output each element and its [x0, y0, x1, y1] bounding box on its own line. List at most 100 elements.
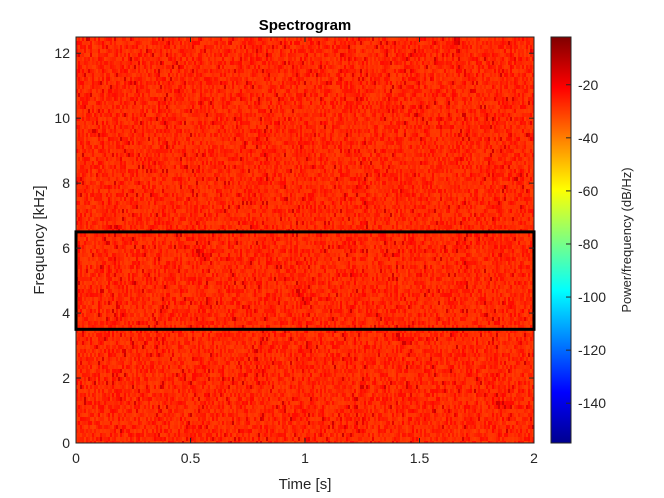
heatmap-cell	[78, 313, 80, 317]
heatmap-cell	[94, 209, 96, 213]
heatmap-cell	[126, 265, 128, 269]
heatmap-cell	[126, 381, 128, 385]
heatmap-cell	[98, 237, 100, 241]
heatmap-cell	[146, 357, 148, 361]
heatmap-cell	[88, 257, 90, 261]
heatmap-cell	[170, 65, 172, 69]
heatmap-cell	[160, 105, 162, 109]
heatmap-cell	[130, 393, 132, 397]
heatmap-cell	[108, 125, 110, 129]
heatmap-cell	[118, 393, 120, 397]
heatmap-cell	[158, 425, 160, 429]
heatmap-cell	[96, 361, 98, 365]
heatmap-cell	[134, 313, 136, 317]
heatmap-cell	[162, 45, 164, 49]
heatmap-cell	[100, 41, 102, 45]
heatmap-cell	[96, 433, 98, 437]
heatmap-cell	[170, 137, 172, 141]
heatmap-cell	[78, 69, 80, 73]
heatmap-cell	[164, 269, 166, 273]
heatmap-cell	[98, 405, 100, 409]
heatmap-cell	[142, 89, 144, 93]
heatmap-cell	[140, 241, 142, 245]
heatmap-cell	[94, 193, 96, 197]
heatmap-cell	[162, 85, 164, 89]
heatmap-cell	[154, 109, 156, 113]
heatmap-cell	[142, 121, 144, 125]
heatmap-cell	[118, 417, 120, 421]
heatmap-cell	[126, 61, 128, 65]
heatmap-cell	[118, 365, 120, 369]
heatmap-cell	[148, 189, 150, 193]
heatmap-cell	[168, 341, 170, 345]
heatmap-cell	[156, 297, 158, 301]
heatmap-cell	[122, 221, 124, 225]
heatmap-cell	[172, 405, 174, 409]
heatmap-cell	[106, 349, 108, 353]
heatmap-cell	[144, 225, 146, 229]
heatmap-cell	[162, 245, 164, 249]
heatmap-cell	[166, 73, 168, 77]
heatmap-cell	[122, 89, 124, 93]
heatmap-cell	[94, 101, 96, 105]
heatmap-cell	[158, 269, 160, 273]
heatmap-cell	[120, 81, 122, 85]
heatmap-cell	[114, 341, 116, 345]
heatmap-cell	[170, 389, 172, 393]
heatmap-cell	[108, 429, 110, 433]
heatmap-cell	[122, 261, 124, 265]
heatmap-cell	[152, 73, 154, 77]
heatmap-cell	[126, 169, 128, 173]
heatmap-cell	[106, 377, 108, 381]
heatmap-cell	[112, 313, 114, 317]
heatmap-cell	[144, 41, 146, 45]
heatmap-cell	[100, 165, 102, 169]
heatmap-cell	[160, 437, 162, 441]
heatmap-cell	[150, 293, 152, 297]
heatmap-cell	[120, 377, 122, 381]
heatmap-cell	[146, 285, 148, 289]
heatmap-cell	[118, 281, 120, 285]
heatmap-cell	[156, 429, 158, 433]
heatmap-cell	[86, 289, 88, 293]
heatmap-cell	[126, 93, 128, 97]
heatmap-cell	[86, 313, 88, 317]
heatmap-cell	[82, 305, 84, 309]
heatmap-cell	[166, 333, 168, 337]
heatmap-cell	[144, 317, 146, 321]
heatmap-cell	[172, 209, 174, 213]
heatmap-cell	[106, 157, 108, 161]
heatmap-cell	[112, 245, 114, 249]
heatmap-cell	[124, 345, 126, 349]
heatmap-cell	[78, 301, 80, 305]
heatmap-cell	[92, 241, 94, 245]
heatmap-cell	[138, 237, 140, 241]
heatmap-cell	[118, 385, 120, 389]
heatmap-cell	[126, 417, 128, 421]
heatmap-cell	[98, 389, 100, 393]
heatmap-cell	[116, 237, 118, 241]
heatmap-cell	[160, 305, 162, 309]
heatmap-cell	[80, 117, 82, 121]
heatmap-cell	[108, 41, 110, 45]
heatmap-cell	[130, 365, 132, 369]
heatmap-cell	[110, 357, 112, 361]
heatmap-cell	[94, 265, 96, 269]
heatmap-cell	[136, 341, 138, 345]
heatmap-cell	[86, 117, 88, 121]
heatmap-cell	[98, 429, 100, 433]
heatmap-cell	[112, 217, 114, 221]
heatmap-cell	[158, 281, 160, 285]
heatmap-cell	[96, 437, 98, 441]
heatmap-cell	[94, 141, 96, 145]
heatmap-cell	[130, 105, 132, 109]
heatmap-cell	[144, 165, 146, 169]
heatmap-cell	[94, 169, 96, 173]
heatmap-cell	[106, 241, 108, 245]
heatmap-cell	[82, 217, 84, 221]
heatmap-cell	[80, 105, 82, 109]
heatmap-cell	[158, 153, 160, 157]
heatmap-cell	[130, 45, 132, 49]
heatmap-cell	[128, 161, 130, 165]
heatmap-cell	[134, 249, 136, 253]
